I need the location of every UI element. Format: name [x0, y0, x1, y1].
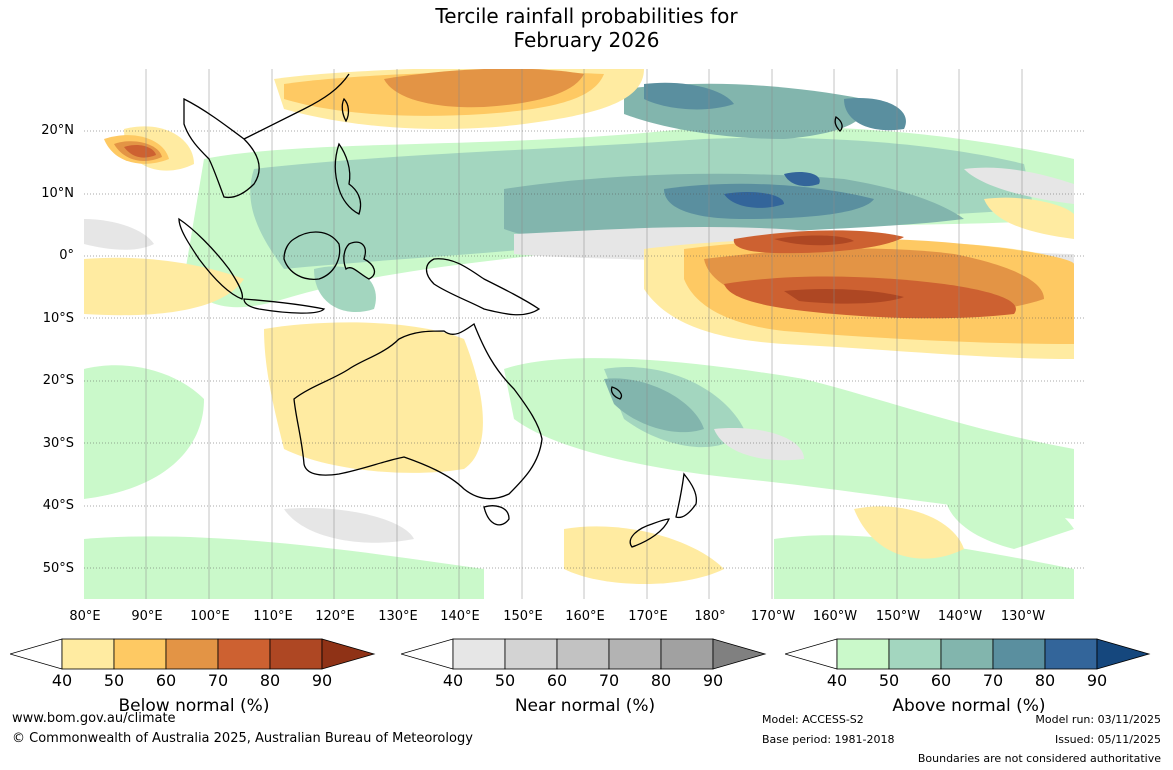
- above-normal-colorbar-segment: [888, 638, 942, 670]
- new-guinea-coast: [425, 258, 541, 316]
- near-normal-colorbar-tick: 50: [494, 671, 516, 690]
- java-coast: [243, 298, 326, 314]
- near-normal-label: Near normal (%): [514, 696, 656, 716]
- below-normal-colorbar-tick: 40: [51, 671, 73, 690]
- lon-label-140e: 140°E: [440, 609, 480, 624]
- probability-map[interactable]: [84, 69, 1084, 599]
- philippines-coast: [334, 142, 362, 215]
- lon-label-140w: 140°W: [937, 609, 983, 624]
- tasmania-coast: [483, 505, 510, 526]
- copyright-text: © Commonwealth of Australia 2025, Austra…: [12, 731, 473, 746]
- base-period-text: Base period: 1981-2018: [762, 733, 895, 746]
- lon-label-150w: 150°W: [875, 609, 921, 624]
- above-normal-colorbar-tick: 50: [878, 671, 900, 690]
- below-normal-colorbar-tick: 80: [259, 671, 281, 690]
- map-canvas: [84, 69, 1084, 599]
- near-normal-colorbar-tick: 60: [546, 671, 568, 690]
- below-normal-colorbar-segment: [217, 638, 271, 670]
- hawaii-coast: [834, 116, 843, 132]
- below-normal-colorbar-tick: 90: [311, 671, 333, 690]
- lat-label-10n: 10°N: [41, 186, 74, 201]
- above-normal-colorbar-tick: 80: [1034, 671, 1056, 690]
- below-normal-colorbar-tick: 60: [155, 671, 177, 690]
- lon-label-160e: 160°E: [565, 609, 605, 624]
- lon-label-80e: 80°E: [69, 609, 101, 624]
- near-normal-colorbar: [401, 638, 767, 670]
- lat-label-30s: 30°S: [42, 436, 74, 451]
- above-normal-colorbar-segment: [836, 638, 890, 670]
- issued-text: Issued: 05/11/2025: [1054, 733, 1161, 746]
- indochina-coast: [183, 97, 260, 199]
- near-normal-colorbar-segment: [556, 638, 610, 670]
- title-line-2: February 2026: [513, 28, 660, 52]
- above-normal-colorbar-lower-extension: [785, 638, 838, 670]
- below-normal-colorbar-tick: 70: [207, 671, 229, 690]
- taiwan-coast: [341, 97, 350, 123]
- lon-label-150e: 150°E: [503, 609, 543, 624]
- above-normal-colorbar-segment: [992, 638, 1046, 670]
- coastlines: [178, 73, 843, 548]
- model-run-text: Model run: 03/11/2025: [1035, 713, 1161, 726]
- below-normal-label: Below normal (%): [118, 696, 270, 716]
- near-normal-colorbar-segment: [452, 638, 506, 670]
- above-normal-colorbar-tick: 60: [930, 671, 952, 690]
- above-normal-colorbar: [785, 638, 1151, 670]
- china-coast: [243, 73, 350, 140]
- sumatra-coast: [178, 217, 244, 300]
- near-normal-colorbar-segment: [608, 638, 662, 670]
- sulawesi-coast: [343, 241, 376, 280]
- near-normal-colorbar-lower-extension: [401, 638, 454, 670]
- below-normal-colorbar-segment: [165, 638, 219, 670]
- lon-label-110e: 110°E: [253, 609, 293, 624]
- below-normal-colorbar-segment: [269, 638, 323, 670]
- below-normal-colorbar: [10, 638, 376, 670]
- lat-label-20s: 20°S: [42, 373, 74, 388]
- lat-label-0: 0°: [59, 248, 74, 263]
- below-normal-colorbar-lower-extension: [10, 638, 63, 670]
- lat-label-10s: 10°S: [42, 311, 74, 326]
- lat-label-20n: 20°N: [41, 123, 74, 138]
- above-normal-colorbar-upper-extension: [1096, 638, 1151, 670]
- near-normal-colorbar-upper-extension: [712, 638, 767, 670]
- lon-label-170w: 170°W: [750, 609, 796, 624]
- new-zealand-south-coast: [629, 518, 670, 548]
- model-text: Model: ACCESS-S2: [762, 713, 864, 726]
- near-normal-colorbar-segment: [660, 638, 714, 670]
- above-normal-colorbar-tick: 40: [826, 671, 848, 690]
- above-normal-colorbar-segment: [940, 638, 994, 670]
- near-normal-colorbar-tick: 90: [702, 671, 724, 690]
- disclaimer-text: Boundaries are not considered authoritat…: [917, 752, 1161, 765]
- fiji-coast: [610, 386, 623, 400]
- near-normal-colorbar-tick: 70: [598, 671, 620, 690]
- graticule-meridians: [145, 69, 1023, 599]
- australia-coast: [293, 322, 543, 500]
- borneo-coast: [283, 231, 341, 280]
- title-line-1: Tercile rainfall probabilities for: [435, 4, 738, 28]
- below-normal-colorbar-upper-extension: [321, 638, 376, 670]
- lon-label-170e: 170°E: [628, 609, 668, 624]
- lon-label-130w: 130°W: [1000, 609, 1046, 624]
- above-normal-80-areas: [724, 172, 820, 208]
- below-normal-colorbar-tick: 50: [103, 671, 125, 690]
- near-normal-colorbar-tick: 80: [650, 671, 672, 690]
- lon-label-130e: 130°E: [378, 609, 418, 624]
- above-normal-colorbar-tick: 90: [1086, 671, 1108, 690]
- near-normal-colorbar-tick: 40: [442, 671, 464, 690]
- website-link[interactable]: www.bom.gov.au/climate: [12, 711, 176, 726]
- lon-label-100e: 100°E: [190, 609, 230, 624]
- lat-label-40s: 40°S: [42, 498, 74, 513]
- above-normal-label: Above normal (%): [892, 696, 1046, 716]
- new-zealand-coast: [675, 472, 698, 519]
- lon-label-180: 180°: [694, 609, 726, 624]
- above-normal-colorbar-segment: [1044, 638, 1098, 670]
- near-normal-colorbar-segment: [504, 638, 558, 670]
- lat-label-50s: 50°S: [42, 561, 74, 576]
- lon-label-120e: 120°E: [315, 609, 355, 624]
- below-normal-colorbar-segment: [61, 638, 115, 670]
- lon-label-90e: 90°E: [131, 609, 163, 624]
- chart-title: Tercile rainfall probabilities for Febru…: [0, 4, 1173, 52]
- below-normal-colorbar-segment: [113, 638, 167, 670]
- above-normal-colorbar-tick: 70: [982, 671, 1004, 690]
- lon-label-160w: 160°W: [812, 609, 858, 624]
